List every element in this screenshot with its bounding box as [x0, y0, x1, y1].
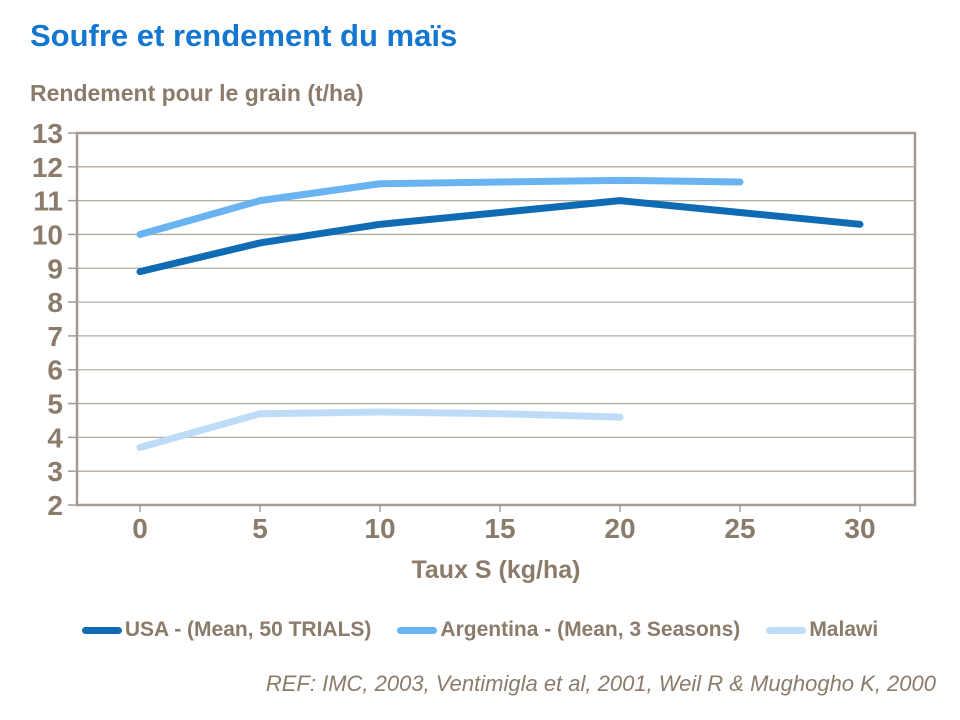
x-axis-title: Taux S (kg/ha) [411, 556, 581, 584]
y-tick-label: 11 [33, 186, 63, 217]
legend-marker-argentina-line-icon [397, 626, 438, 634]
y-tick-label: 6 [47, 355, 63, 386]
x-tick-label: 25 [724, 513, 755, 544]
y-tick-label: 8 [47, 287, 63, 318]
y-tick-label: 9 [47, 253, 63, 284]
x-tick-label: 15 [484, 513, 515, 544]
y-tick-label: 3 [47, 456, 63, 487]
x-tick-label: 30 [844, 513, 875, 544]
legend-label-argentina: Argentina - (Mean, 3 Seasons) [440, 618, 741, 641]
y-tick-label: 7 [47, 321, 63, 352]
series-line-usa [136, 197, 864, 276]
y-tick-label: 2 [47, 490, 63, 521]
y-tick-label: 10 [32, 219, 63, 250]
chart-title: Soufre et rendement du maïs [30, 18, 458, 53]
y-tick-label: 4 [47, 422, 63, 453]
series-line-malawi [136, 408, 624, 452]
legend-marker-malawi-line-icon [766, 626, 807, 634]
legend-marker-usa-line-icon [81, 626, 122, 634]
reference-text: REF: IMC, 2003, Ventimigla et al, 2001, … [265, 671, 936, 696]
y-tick-label: 5 [47, 389, 63, 420]
chart-legend: USA - (Mean, 50 TRIALS) Argentina - (Mea… [0, 618, 960, 642]
plot-frame [75, 131, 917, 507]
x-tick-label: 0 [132, 513, 148, 544]
x-tick-label: 10 [364, 513, 395, 544]
legend-label-usa: USA - (Mean, 50 TRIALS) [124, 618, 372, 641]
y-axis-title: Rendement pour le grain (t/ha) [30, 80, 364, 106]
y-tick-label: 12 [32, 152, 63, 183]
legend-label-malawi: Malawi [809, 618, 879, 641]
legend-item-malawi: Malawi [766, 618, 878, 642]
x-tick-label: 20 [604, 513, 635, 544]
series-line-argentina [136, 176, 744, 238]
y-tick-label: 13 [32, 118, 63, 149]
x-tick-label: 5 [252, 513, 268, 544]
legend-item-argentina: Argentina - (Mean, 3 Seasons) [397, 618, 740, 642]
legend-item-usa: USA - (Mean, 50 TRIALS) [81, 618, 372, 642]
